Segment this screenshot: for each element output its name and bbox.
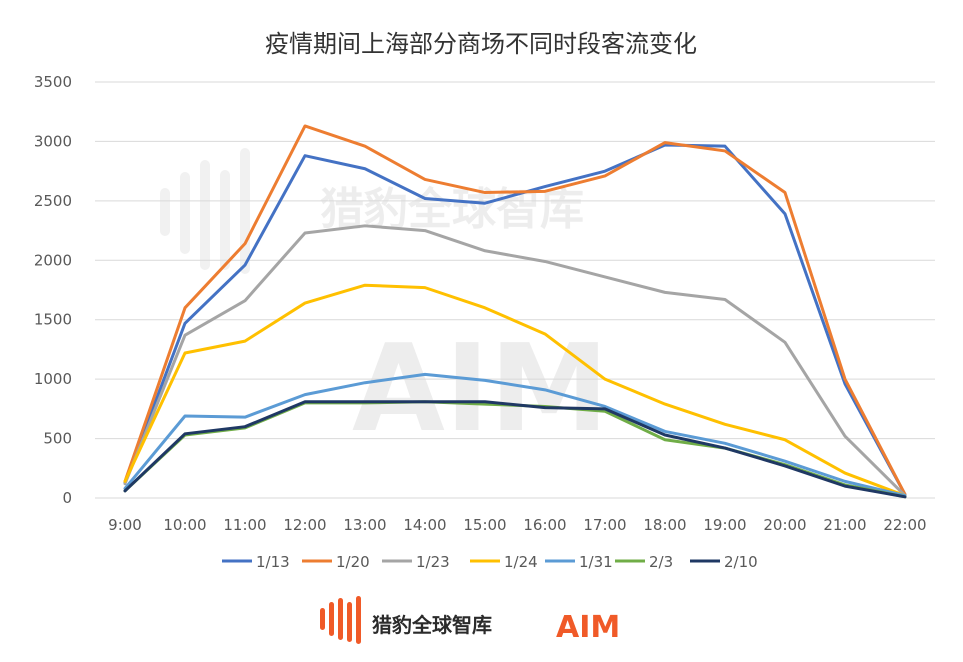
series-line-1-13 bbox=[123, 143, 907, 496]
y-tick-label: 1500 bbox=[34, 311, 72, 329]
x-tick-label: 16:00 bbox=[523, 516, 566, 534]
x-tick-label: 22:00 bbox=[883, 516, 926, 534]
legend-label: 1/20 bbox=[336, 553, 370, 571]
x-tick-label: 19:00 bbox=[703, 516, 746, 534]
y-tick-label: 3500 bbox=[34, 73, 72, 91]
footer-brand: 猎豹全球智库 AIM bbox=[320, 596, 620, 645]
x-tick-label: 15:00 bbox=[463, 516, 506, 534]
y-tick-label: 2000 bbox=[34, 251, 72, 269]
x-tick-label: 20:00 bbox=[763, 516, 806, 534]
watermark-bars-icon bbox=[160, 148, 250, 274]
chart-title: 疫情期间上海部分商场不同时段客流变化 bbox=[265, 30, 697, 58]
series-line-1-24 bbox=[123, 283, 907, 498]
series-line-2-10 bbox=[123, 400, 907, 499]
legend-label: 1/24 bbox=[504, 553, 538, 571]
series-line-1-20 bbox=[123, 124, 907, 496]
x-tick-label: 12:00 bbox=[283, 516, 326, 534]
y-tick-label: 500 bbox=[43, 430, 72, 448]
x-tick-label: 9:00 bbox=[108, 516, 142, 534]
legend-label: 1/23 bbox=[416, 553, 450, 571]
x-tick-label: 10:00 bbox=[163, 516, 206, 534]
legend-label: 1/31 bbox=[579, 553, 613, 571]
series-lines bbox=[123, 124, 907, 499]
x-tick-label: 18:00 bbox=[643, 516, 686, 534]
x-tick-label: 14:00 bbox=[403, 516, 446, 534]
x-tick-label: 17:00 bbox=[583, 516, 626, 534]
y-tick-label: 1000 bbox=[34, 370, 72, 388]
legend-label: 2/3 bbox=[649, 553, 673, 571]
legend-label: 1/13 bbox=[256, 553, 290, 571]
y-tick-label: 2500 bbox=[34, 192, 72, 210]
legend: 1/13 1/20 1/23 1/24 1/31 2/3 2/10 bbox=[222, 553, 758, 571]
footer-aim-logo: AIM bbox=[556, 610, 620, 645]
watermark-logo: AIM bbox=[352, 320, 609, 459]
footer-brand-text: 猎豹全球智库 bbox=[372, 613, 492, 637]
y-tick-label: 0 bbox=[62, 489, 72, 507]
gridlines bbox=[95, 81, 935, 499]
y-axis-ticks: 0 500 1000 1500 2000 2500 3000 3500 bbox=[34, 73, 72, 507]
y-tick-label: 3000 bbox=[34, 132, 72, 150]
x-tick-label: 13:00 bbox=[343, 516, 386, 534]
x-tick-label: 11:00 bbox=[223, 516, 266, 534]
x-tick-label: 21:00 bbox=[823, 516, 866, 534]
series-line-1-23 bbox=[123, 224, 907, 498]
watermark: 猎豹全球智库 AIM bbox=[160, 148, 609, 459]
series-line-1-31 bbox=[123, 372, 907, 498]
bars-logo-icon bbox=[320, 596, 361, 644]
legend-label: 2/10 bbox=[724, 553, 758, 571]
x-axis-ticks: 9:00 10:00 11:00 12:00 13:00 14:00 15:00 16:00 1… bbox=[108, 516, 926, 534]
